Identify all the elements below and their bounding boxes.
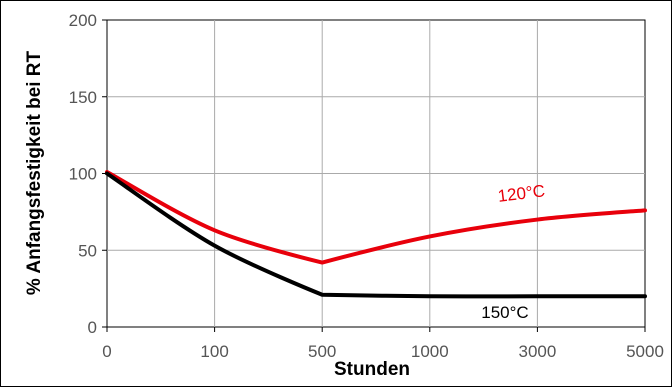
- x-tick-label: 3000: [518, 342, 556, 361]
- y-tick-label: 150: [69, 88, 97, 107]
- x-tick-label: 100: [200, 342, 228, 361]
- series-line: [105, 169, 647, 265]
- y-axis-title: % Anfangsfestigkeit bei RT: [24, 50, 45, 295]
- y-tick-label: 50: [78, 241, 97, 260]
- x-tick-label: 500: [308, 342, 336, 361]
- series-layer: [105, 169, 647, 299]
- y-tick-label: 200: [69, 11, 97, 30]
- series-line: [105, 171, 647, 299]
- x-tick-label: 0: [102, 342, 111, 361]
- y-tick-label: 100: [69, 165, 97, 184]
- y-tick-label: 0: [88, 318, 97, 337]
- x-tick-label: 5000: [626, 342, 664, 361]
- series-label: 150°C: [481, 303, 528, 322]
- x-axis-title: Stunden: [334, 359, 410, 380]
- x-axis-ticks: 0 100 500 1000 3000 5000: [102, 327, 664, 361]
- y-axis-ticks: 0 50 100 150 200: [69, 11, 107, 337]
- x-tick-label: 1000: [411, 342, 449, 361]
